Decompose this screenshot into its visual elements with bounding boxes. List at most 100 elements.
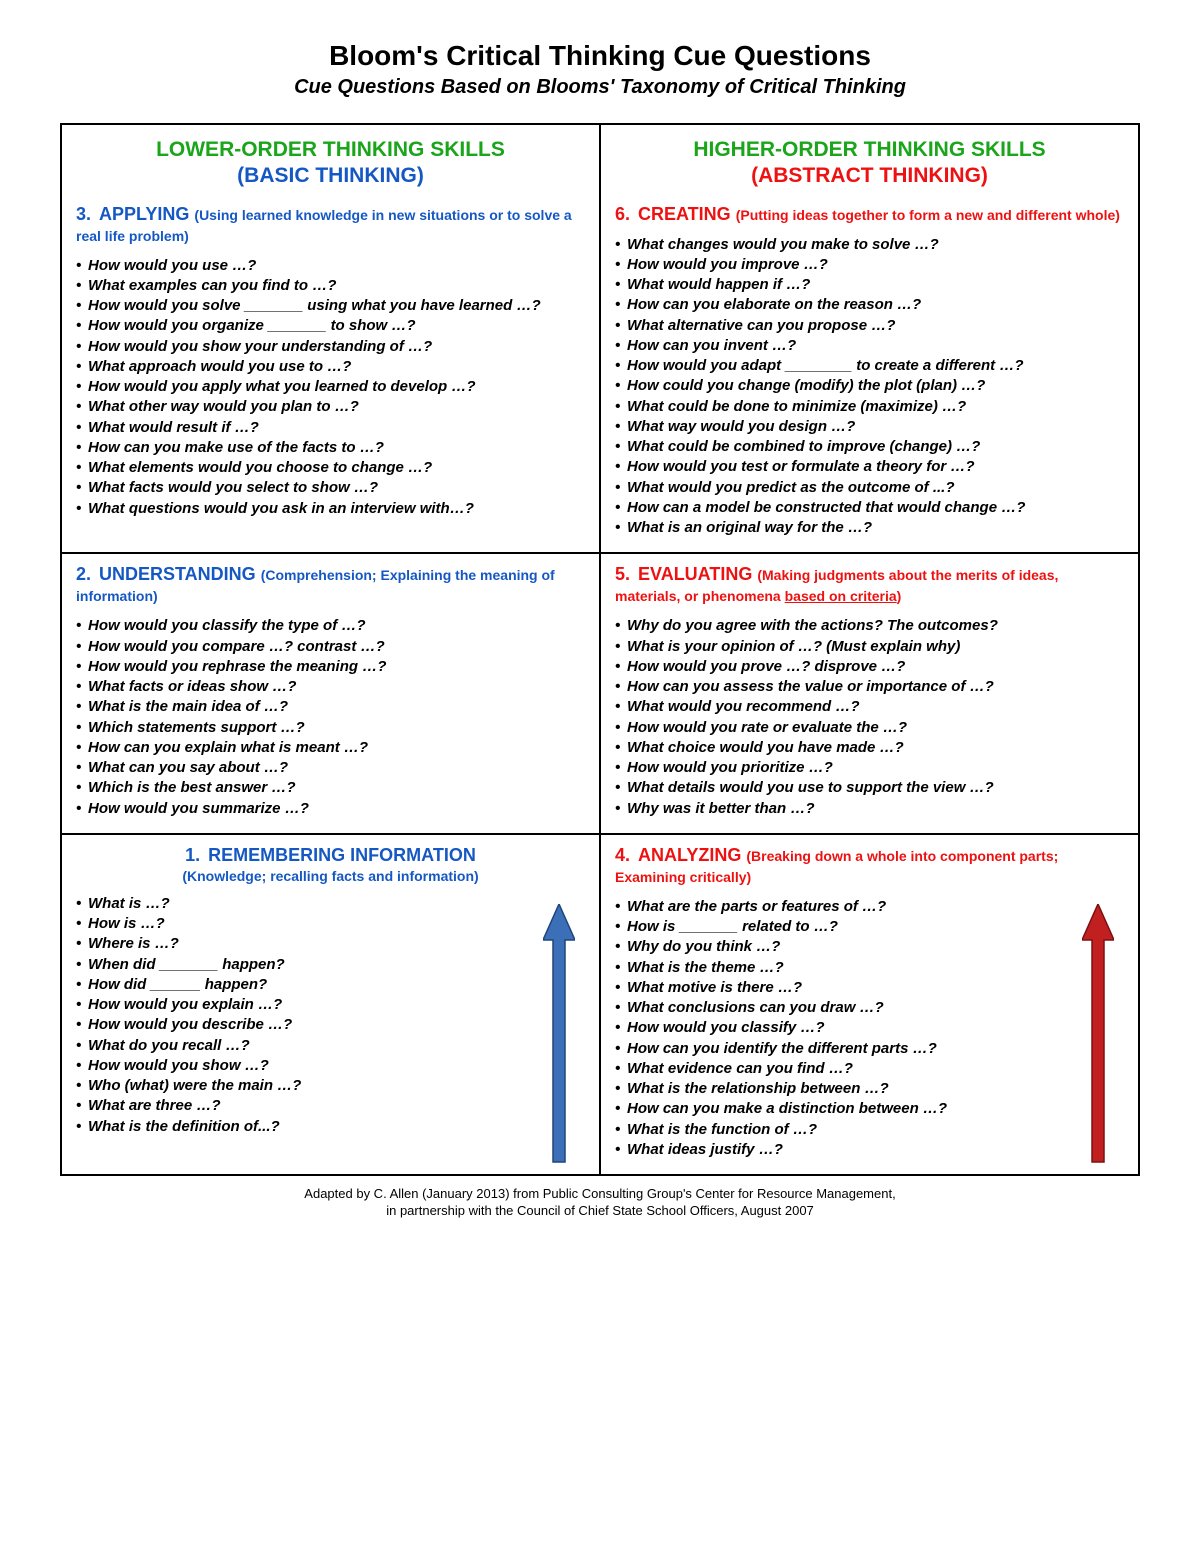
num: 1. (185, 845, 200, 865)
question-list-understanding: How would you classify the type of …?How… (76, 616, 585, 819)
question-item: What can you say about …? (76, 758, 585, 778)
num: 6. (615, 204, 630, 224)
question-item: How would you solve _______ using what y… (76, 296, 585, 316)
question-item: What evidence can you find …? (615, 1059, 1074, 1079)
question-item: What is the relationship between …? (615, 1079, 1074, 1099)
footer-line1: Adapted by C. Allen (January 2013) from … (60, 1186, 1140, 1203)
num: 2. (76, 564, 91, 584)
question-list-evaluating: Why do you agree with the actions? The o… (615, 616, 1124, 819)
question-item: How can you explain what is meant …? (76, 738, 585, 758)
question-item: What conclusions can you draw …? (615, 998, 1074, 1018)
question-item: What would result if …? (76, 418, 585, 438)
question-item: What ideas justify …? (615, 1140, 1074, 1160)
section-sub-creating: (Putting ideas together to form a new an… (736, 207, 1120, 223)
question-item: What facts would you select to show …? (76, 478, 585, 498)
question-item: How would you prioritize …? (615, 758, 1124, 778)
question-item: What could be done to minimize (maximize… (615, 397, 1124, 417)
question-item: How can you elaborate on the reason …? (615, 295, 1124, 315)
question-item: What is the function of …? (615, 1120, 1074, 1140)
page-title: Bloom's Critical Thinking Cue Questions (60, 40, 1140, 72)
question-item: How is …? (76, 914, 525, 934)
question-item: How would you prove …? disprove …? (615, 657, 1124, 677)
question-item: What would you predict as the outcome of… (615, 478, 1124, 498)
section-title-understanding: 2.UNDERSTANDING (Comprehension; Explaini… (76, 564, 555, 605)
question-item: Why do you think …? (615, 937, 1074, 957)
question-item: What is the main idea of …? (76, 697, 585, 717)
col-left-line1: LOWER-ORDER THINKING SKILLS (76, 137, 585, 163)
question-item: How can you make a distinction between …… (615, 1099, 1074, 1119)
question-item: How did ______ happen? (76, 975, 525, 995)
question-item: How can you identify the different parts… (615, 1039, 1074, 1059)
cell-analyzing: 4.ANALYZING (Breaking down a whole into … (600, 834, 1139, 1175)
question-item: How would you classify …? (615, 1018, 1074, 1038)
question-item: What could be combined to improve (chang… (615, 437, 1124, 457)
section-title-evaluating: 5.EVALUATING (Making judgments about the… (615, 564, 1058, 605)
question-item: How would you rephrase the meaning …? (76, 657, 585, 677)
title-text: CREATING (638, 204, 731, 224)
question-item: How would you describe …? (76, 1015, 525, 1035)
question-item: Why was it better than …? (615, 799, 1124, 819)
question-item: What examples can you find to …? (76, 276, 585, 296)
question-item: How would you summarize …? (76, 799, 585, 819)
question-item: What alternative can you propose …? (615, 316, 1124, 336)
col-right-line1: HIGHER-ORDER THINKING SKILLS (615, 137, 1124, 163)
question-item: How would you test or formulate a theory… (615, 457, 1124, 477)
title-text: REMEMBERING INFORMATION (208, 845, 476, 865)
question-item: What do you recall …? (76, 1036, 525, 1056)
question-item: Why do you agree with the actions? The o… (615, 616, 1124, 636)
question-item: What is …? (76, 894, 525, 914)
question-item: What is an original way for the …? (615, 518, 1124, 538)
cell-creating: 6. CREATING (Putting ideas together to fo… (600, 194, 1139, 554)
question-item: What is the definition of...? (76, 1117, 525, 1137)
question-item: How is _______ related to …? (615, 917, 1074, 937)
question-item: How can you make use of the facts to …? (76, 438, 585, 458)
question-item: How would you improve …? (615, 255, 1124, 275)
question-item: How would you use …? (76, 256, 585, 276)
question-item: How can a model be constructed that woul… (615, 498, 1124, 518)
question-item: How would you explain …? (76, 995, 525, 1015)
question-item: What way would you design …? (615, 417, 1124, 437)
question-list-applying: How would you use …?What examples can yo… (76, 256, 585, 519)
cell-understanding: 2.UNDERSTANDING (Comprehension; Explaini… (61, 553, 600, 834)
section-title-creating: 6. CREATING (Putting ideas together to fo… (615, 204, 1120, 224)
question-item: How could you change (modify) the plot (… (615, 376, 1124, 396)
question-item: What other way would you plan to …? (76, 397, 585, 417)
section-title-applying: 3.APPLYING (Using learned knowledge in n… (76, 204, 572, 245)
question-item: What is the theme …? (615, 958, 1074, 978)
num: 5. (615, 564, 630, 584)
question-item: How would you compare …? contrast …? (76, 637, 585, 657)
question-item: What is your opinion of …? (Must explain… (615, 637, 1124, 657)
taxonomy-grid: LOWER-ORDER THINKING SKILLS (BASIC THINK… (60, 123, 1140, 1176)
title-text: ANALYZING (638, 845, 741, 865)
question-item: What would you recommend …? (615, 697, 1124, 717)
title-text: EVALUATING (638, 564, 752, 584)
cell-evaluating: 5.EVALUATING (Making judgments about the… (600, 553, 1139, 834)
question-item: What approach would you use to …? (76, 357, 585, 377)
col-right-line2: (ABSTRACT THINKING) (615, 163, 1124, 189)
question-item: What motive is there …? (615, 978, 1074, 998)
question-item: How would you organize _______ to show …… (76, 316, 585, 336)
question-item: Who (what) were the main …? (76, 1076, 525, 1096)
question-item: What changes would you make to solve …? (615, 235, 1124, 255)
question-item: What facts or ideas show …? (76, 677, 585, 697)
col-header-right: HIGHER-ORDER THINKING SKILLS (ABSTRACT T… (600, 124, 1139, 194)
col-left-line2: (BASIC THINKING) (76, 163, 585, 189)
question-item: When did _______ happen? (76, 955, 525, 975)
question-list-analyzing: What are the parts or features of …?How … (615, 897, 1124, 1160)
question-item: What are the parts or features of …? (615, 897, 1074, 917)
question-item: How can you assess the value or importan… (615, 677, 1124, 697)
section-title-analyzing: 4.ANALYZING (Breaking down a whole into … (615, 845, 1058, 886)
footer: Adapted by C. Allen (January 2013) from … (60, 1186, 1140, 1220)
question-item: How can you invent …? (615, 336, 1124, 356)
question-list-creating: What changes would you make to solve …?H… (615, 235, 1124, 539)
question-item: How would you classify the type of …? (76, 616, 585, 636)
question-item: How would you show your understanding of… (76, 337, 585, 357)
question-item: Which statements support …? (76, 718, 585, 738)
cell-remembering: 1.REMEMBERING INFORMATION (Knowledge; re… (61, 834, 600, 1175)
sub-suf: ) (897, 588, 902, 604)
page-subtitle: Cue Questions Based on Blooms' Taxonomy … (60, 76, 1140, 99)
question-item: What choice would you have made …? (615, 738, 1124, 758)
question-item: How would you rate or evaluate the …? (615, 718, 1124, 738)
col-header-left: LOWER-ORDER THINKING SKILLS (BASIC THINK… (61, 124, 600, 194)
footer-line2: in partnership with the Council of Chief… (60, 1203, 1140, 1220)
